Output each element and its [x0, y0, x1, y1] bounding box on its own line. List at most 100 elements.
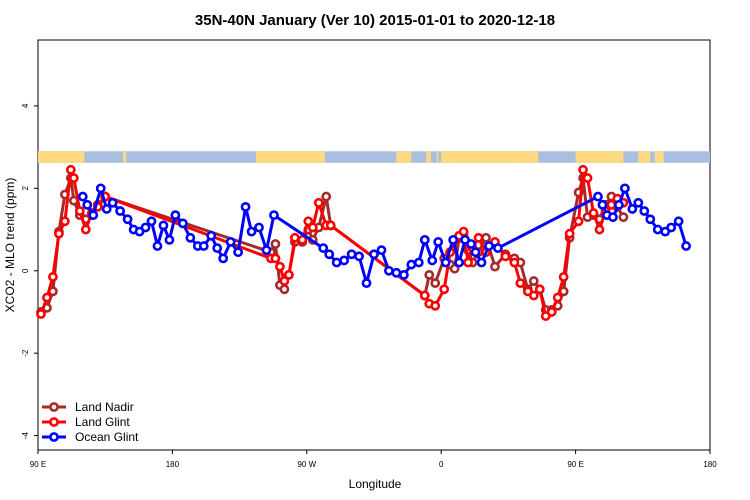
data-point: [454, 257, 465, 268]
x-tick-label: 90 E: [567, 460, 583, 469]
data-point: [303, 216, 314, 227]
land-segment: [436, 151, 439, 163]
data-point: [440, 257, 451, 268]
data-point: [449, 263, 460, 274]
y-tick-label: -2: [21, 349, 30, 357]
data-point: [419, 290, 430, 301]
data-point: [633, 197, 644, 208]
data-point: [594, 224, 605, 235]
data-point: [185, 232, 196, 243]
data-point: [476, 257, 487, 268]
data-point: [430, 278, 441, 289]
x-tick-label: 180: [703, 460, 717, 469]
data-point: [318, 243, 329, 253]
legend-label: Land Glint: [75, 415, 130, 429]
data-point: [146, 216, 157, 227]
data-point: [484, 241, 494, 251]
data-point: [673, 216, 684, 227]
data-point: [275, 261, 285, 272]
data-point: [42, 292, 52, 303]
plot-frame: [37, 39, 711, 451]
land-ocean-band: [38, 151, 710, 163]
land-segment: [575, 151, 624, 163]
y-tick-label: -4: [21, 431, 30, 439]
data-point: [74, 206, 85, 216]
x-tick-label: 90 W: [297, 460, 316, 469]
data-point: [140, 222, 151, 233]
legend-item: Ocean Glint: [42, 430, 139, 444]
data-point: [433, 237, 444, 247]
data-point: [269, 210, 279, 221]
data-point: [552, 292, 563, 303]
data-point: [558, 272, 569, 282]
series-layer: [36, 164, 692, 321]
data-point: [331, 257, 342, 268]
data-point: [107, 197, 118, 208]
data-point: [493, 243, 503, 253]
data-point: [463, 257, 473, 268]
data-point: [225, 237, 236, 247]
data-point: [164, 234, 175, 245]
data-point: [36, 309, 46, 319]
data-point: [59, 216, 70, 227]
data-point: [391, 267, 402, 278]
data-point: [578, 164, 588, 175]
series-land-glint: [36, 164, 629, 321]
data-point: [198, 241, 209, 251]
data-point: [439, 284, 450, 295]
data-point: [122, 214, 133, 225]
data-point: [325, 220, 336, 231]
data-point: [666, 222, 677, 233]
data-point: [424, 269, 435, 280]
land-segment: [123, 151, 127, 163]
data-point: [470, 247, 481, 258]
land-segment: [654, 151, 664, 163]
data-point: [218, 253, 229, 264]
data-point: [458, 226, 469, 237]
data-point: [254, 222, 264, 233]
data-point: [270, 239, 281, 249]
data-point: [279, 276, 290, 286]
data-point: [473, 232, 484, 243]
land-segment: [478, 151, 482, 163]
land-segment: [256, 151, 325, 163]
data-point: [346, 249, 357, 260]
data-point: [240, 201, 251, 212]
data-point: [48, 272, 58, 282]
axis-layer: 90 E 180 90 W 0 90 E 180 -4 -2 0 2 4: [21, 103, 717, 469]
data-point: [354, 251, 364, 262]
data-point: [419, 234, 430, 245]
land-segment: [441, 151, 539, 163]
data-point: [233, 247, 244, 258]
data-point: [618, 212, 629, 223]
data-point: [588, 208, 599, 218]
data-point: [448, 234, 459, 245]
data-point: [614, 199, 624, 210]
ocean-band: [38, 151, 710, 163]
legend-marker: [49, 417, 59, 427]
data-point: [82, 199, 93, 210]
land-segment: [638, 151, 651, 163]
data-point: [115, 206, 126, 216]
data-point: [515, 278, 526, 289]
legend-label: Land Nadir: [75, 400, 134, 414]
data-point: [88, 210, 99, 221]
data-point: [279, 284, 290, 295]
data-point: [307, 222, 318, 233]
data-point: [321, 191, 332, 202]
data-point: [466, 239, 476, 249]
x-tick-label: 180: [166, 460, 180, 469]
data-point: [564, 228, 575, 239]
legend-item: Land Nadir: [42, 400, 134, 414]
data-point: [246, 226, 257, 237]
data-point: [534, 284, 545, 295]
legend-marker: [49, 402, 59, 412]
data-point: [645, 214, 656, 225]
data-point: [582, 173, 593, 183]
series-ocean-glint: [77, 183, 692, 289]
y-axis-label: XCO2 - MLO trend (ppm): [3, 178, 17, 313]
data-point: [261, 245, 272, 256]
data-point: [339, 255, 350, 266]
